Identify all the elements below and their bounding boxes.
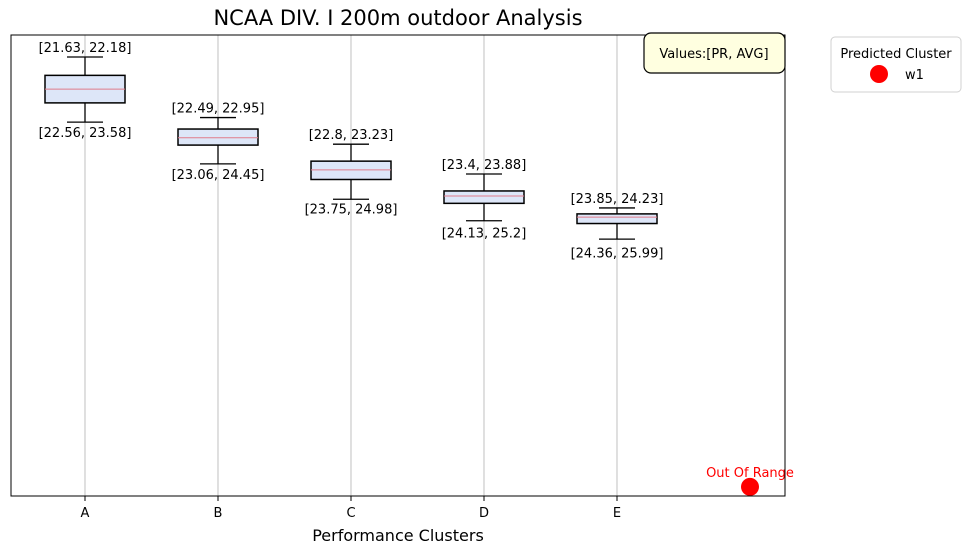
bottom-range-label-A: [22.56, 23.58] — [39, 126, 132, 141]
top-range-label-A: [21.63, 22.18] — [39, 41, 132, 56]
x-tick-label-D: D — [479, 506, 489, 521]
x-tick-label-A: A — [81, 506, 90, 521]
x-tick-label-B: B — [214, 506, 223, 521]
bottom-range-label-D: [24.13, 25.2] — [442, 226, 527, 241]
x-tick-label-E: E — [613, 506, 621, 521]
info-box: Values:[PR, AVG] — [643, 32, 786, 74]
x-axis-label: Performance Clusters — [312, 526, 484, 545]
prediction-point-w1 — [741, 477, 759, 496]
legend-title: Predicted Cluster — [840, 47, 952, 62]
box-E — [576, 213, 658, 225]
grid-lines — [84, 35, 618, 496]
bottom-range-label-E: [24.36, 25.99] — [571, 247, 664, 262]
prediction-points: Out Of Range — [706, 466, 794, 496]
bottom-range-label-B: [23.06, 24.45] — [172, 168, 265, 183]
plot-area-frame — [10, 34, 786, 497]
top-range-label-C: [22.8, 23.23] — [309, 128, 394, 143]
legend-entry-label: w1 — [905, 68, 924, 83]
info-box-text: Values:[PR, AVG] — [659, 47, 768, 62]
legend-frame — [830, 36, 962, 93]
chart-title: NCAA DIV. I 200m outdoor Analysis — [213, 6, 582, 30]
info-box-frame — [643, 32, 786, 74]
range-labels: [21.63, 22.18] [22.56, 23.58] [22.49, 22.9… — [39, 41, 664, 262]
legend-marker-w1 — [870, 65, 888, 83]
legend: Predicted Cluster w1 — [830, 36, 962, 93]
top-range-label-E: [23.85, 24.23] — [571, 192, 664, 207]
bottom-range-label-C: [23.75, 24.98] — [305, 202, 398, 217]
x-axis-ticks: A B C D E — [81, 496, 621, 521]
top-range-label-B: [22.49, 22.95] — [172, 102, 265, 117]
box-D — [443, 190, 525, 205]
prediction-label: Out Of Range — [706, 466, 794, 481]
x-tick-label-C: C — [346, 506, 355, 521]
boxplots — [44, 56, 658, 240]
top-range-label-D: [23.4, 23.88] — [442, 158, 527, 173]
box-B — [177, 128, 259, 146]
